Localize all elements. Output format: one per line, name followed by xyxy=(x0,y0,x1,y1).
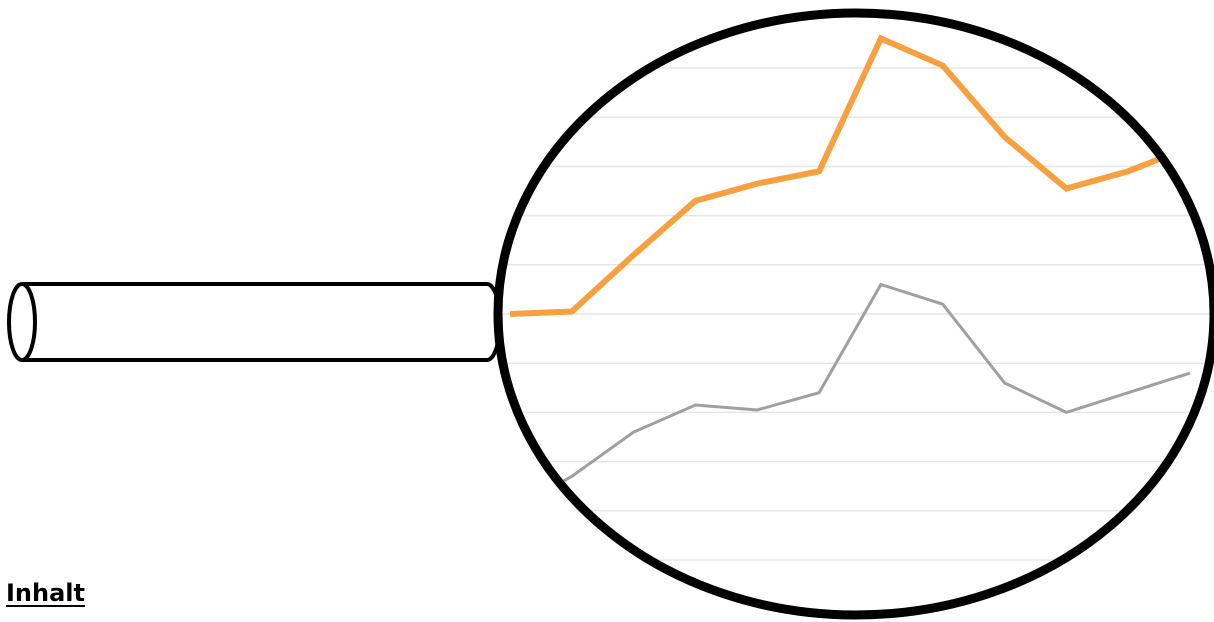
series-line-2 xyxy=(509,282,1191,513)
series-layer xyxy=(509,34,1192,513)
lens-rim xyxy=(493,8,1214,620)
magnifier-handle xyxy=(7,282,502,362)
section-heading: Inhalt xyxy=(6,579,85,607)
series-line-1 xyxy=(509,34,1192,317)
lens-chart xyxy=(498,13,1214,615)
